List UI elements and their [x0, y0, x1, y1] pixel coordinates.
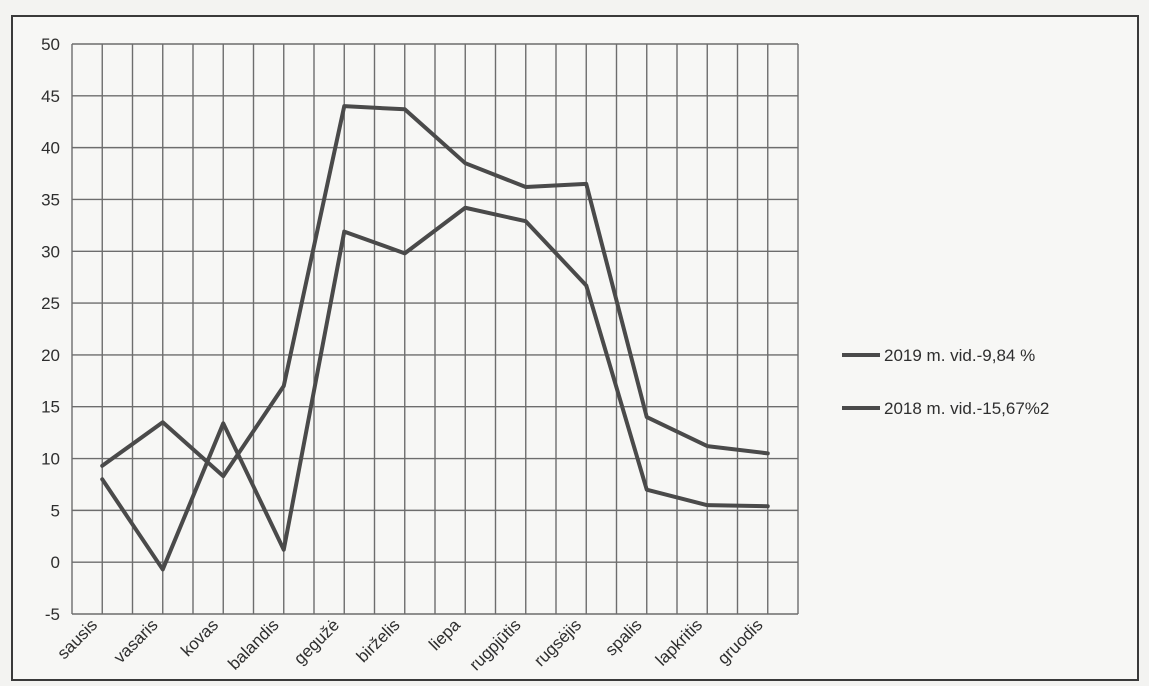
chart-frame — [11, 15, 1139, 681]
y-tick-label: 15 — [41, 398, 60, 417]
y-tick-label: 50 — [41, 35, 60, 54]
y-tick-label: 45 — [41, 87, 60, 106]
gridlines — [71, 43, 799, 615]
series-line-0 — [100, 104, 770, 479]
series-lines — [100, 104, 770, 572]
legend-label: 2019 m. vid.-9,84 % — [884, 346, 1035, 365]
y-tick-label: 30 — [41, 242, 60, 261]
legend-label: 2018 m. vid.-15,67%2 — [884, 399, 1049, 418]
y-tick-label: 40 — [41, 139, 60, 158]
y-tick-label: 20 — [41, 346, 60, 365]
y-tick-label: 35 — [41, 190, 60, 209]
y-tick-label: 10 — [41, 450, 60, 469]
y-tick-label: 0 — [51, 553, 60, 572]
legend: 2019 m. vid.-9,84 % 2018 m. vid.-15,67%2 — [842, 346, 1049, 418]
series-line-1 — [100, 205, 770, 572]
y-tick-label: -5 — [45, 605, 60, 624]
y-tick-label: 5 — [51, 501, 60, 520]
y-tick-label: 25 — [41, 294, 60, 313]
